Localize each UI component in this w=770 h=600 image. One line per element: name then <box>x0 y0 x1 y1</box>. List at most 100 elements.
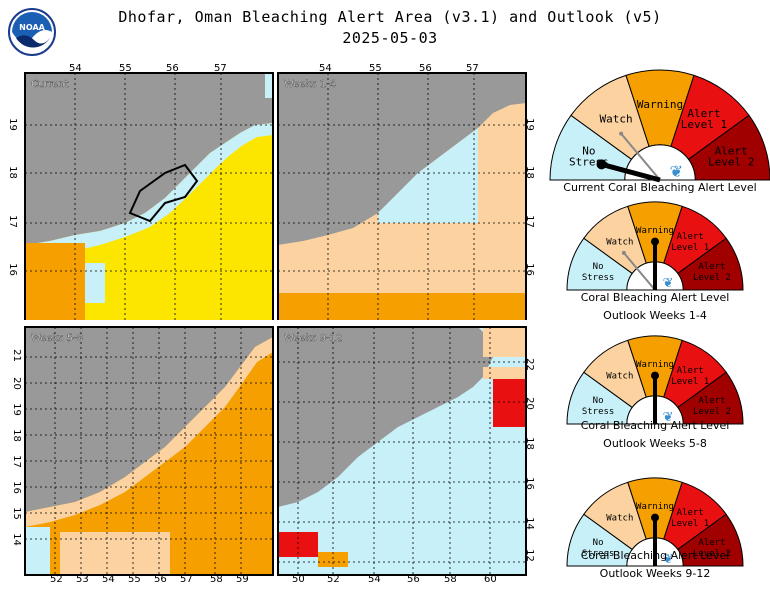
gauge-needle-tip <box>621 250 626 255</box>
gauge-caption-sub: Outlook Weeks 1-4 <box>603 309 707 322</box>
tick-right: 17 <box>523 215 535 228</box>
page-date: 2025-05-03 <box>342 29 438 47</box>
coral-icon: ❦ <box>670 158 682 182</box>
coral-icon: ❦ <box>663 548 673 567</box>
tick-bottom: 58 <box>444 574 457 585</box>
tick-bottom: 52 <box>327 574 340 585</box>
tick-bottom: 55 <box>128 574 141 585</box>
tick-top: 55 <box>369 63 382 74</box>
gauge-caption: Coral Bleaching Alert Level <box>580 291 730 304</box>
gauge-segment-label: Stress <box>582 273 615 283</box>
tick-right: 20 <box>523 397 535 410</box>
tick-top: 54 <box>319 63 332 74</box>
gauge-segment-label: Alert <box>715 144 748 157</box>
tick-top: 56 <box>419 63 432 74</box>
map-current-label: Current <box>31 79 69 90</box>
tick-top: 57 <box>466 63 479 74</box>
map-weeks-9-12: Weeks 9-12 <box>277 326 527 576</box>
map-weeks-5-8: Weeks 5-8 <box>24 326 274 576</box>
gauge-segment-label: No <box>593 538 604 548</box>
tick-bottom: 59 <box>236 574 249 585</box>
gauge-segment-label: Alert <box>687 107 720 120</box>
tick-right: 18 <box>523 166 535 179</box>
gauge-segment-label: Alert <box>677 366 704 376</box>
tick-bottom: 57 <box>180 574 193 585</box>
tick-left: 16 <box>10 481 22 494</box>
gauge-segment-label: Level 2 <box>708 155 754 168</box>
tick-top: 56 <box>166 63 179 74</box>
gauge-segment-label: Warning <box>636 360 674 370</box>
page-title: Dhofar, Oman Bleaching Alert Area (v3.1)… <box>118 8 662 26</box>
gauge-segment-label: Level 1 <box>681 118 727 131</box>
gauge-segment-label: Stress <box>582 407 615 417</box>
tick-left: 17 <box>6 215 18 228</box>
tick-left: 20 <box>10 377 22 390</box>
gauge-segment-label: Level 1 <box>671 243 709 253</box>
tick-left: 19 <box>6 118 18 131</box>
map-current: Current <box>24 72 274 320</box>
gauge-segment-label: Alert <box>698 396 725 406</box>
tick-bottom: 56 <box>407 574 420 585</box>
gauge-segment-label: Level 1 <box>671 519 709 529</box>
gauge-segment-label: Level 2 <box>693 273 731 283</box>
coral-icon: ❦ <box>663 272 673 291</box>
gauge-needle-tip <box>619 131 624 136</box>
gauge-segment-label: No <box>593 396 604 406</box>
gauge-segment-label: Alert <box>698 538 725 548</box>
map-weeks-9-12-label: Weeks 9-12 <box>284 333 342 344</box>
gauge-caption: Coral Bleaching Alert Level <box>580 549 730 562</box>
tick-bottom: 54 <box>102 574 115 585</box>
gauge-needle-tip <box>651 513 659 522</box>
gauge-needle-tip <box>651 371 659 380</box>
map-weeks-5-8-label: Weeks 5-8 <box>31 333 83 344</box>
tick-left: 17 <box>10 455 22 468</box>
tick-left: 14 <box>10 533 22 546</box>
tick-left: 18 <box>6 166 18 179</box>
tick-bottom: 52 <box>50 574 63 585</box>
gauge-segment-label: Watch <box>606 238 633 248</box>
gauge-segment-label: Watch <box>606 372 633 382</box>
gauge-segment-label: Watch <box>606 514 633 524</box>
tick-bottom: 53 <box>76 574 89 585</box>
coral-icon: ❦ <box>663 406 673 425</box>
tick-right: 19 <box>523 118 535 131</box>
tick-left: 19 <box>10 403 22 416</box>
gauge-segment-label: Alert <box>698 262 725 272</box>
svg-text:NOAA: NOAA <box>19 23 45 32</box>
tick-left: 21 <box>10 349 22 362</box>
tick-right: 22 <box>523 358 535 371</box>
gauge-needle <box>600 161 661 183</box>
tick-top: 57 <box>214 63 227 74</box>
gauge-caption-sub: Outlook Weeks 5-8 <box>603 437 707 450</box>
noaa-logo: NOAA <box>8 8 56 60</box>
tick-right: 16 <box>523 477 535 490</box>
gauge-segment-label: Level 2 <box>693 549 731 559</box>
gauge-segment-label: Alert <box>677 508 704 518</box>
gauge-segment-label: No <box>582 144 595 157</box>
gauge-segment-label: No <box>593 262 604 272</box>
gauge-caption: Coral Bleaching Alert Level <box>580 419 730 432</box>
tick-top: 54 <box>69 63 82 74</box>
tick-left: 18 <box>10 429 22 442</box>
gauge-segment-label: Watch <box>599 112 632 125</box>
tick-bottom: 54 <box>368 574 381 585</box>
gauge-needle <box>623 252 656 291</box>
gauge-segment-label: Warning <box>636 226 674 236</box>
gauge-caption: Current Coral Bleaching Alert Level <box>563 181 757 194</box>
gauge-needle-tip <box>596 159 607 170</box>
gauge-needle <box>620 133 661 181</box>
gauge-segment-label: Stress <box>582 549 615 559</box>
gauge-segment-label: Level 1 <box>671 377 709 387</box>
tick-right: 16 <box>523 263 535 276</box>
gauge-segment-label: Warning <box>637 98 683 111</box>
tick-top: 55 <box>119 63 132 74</box>
tick-right: 12 <box>523 549 535 562</box>
tick-left: 16 <box>6 263 18 276</box>
gauge-caption-sub: Outlook Weeks 9-12 <box>599 567 711 580</box>
tick-right: 18 <box>523 437 535 450</box>
tick-bottom: 60 <box>484 574 497 585</box>
